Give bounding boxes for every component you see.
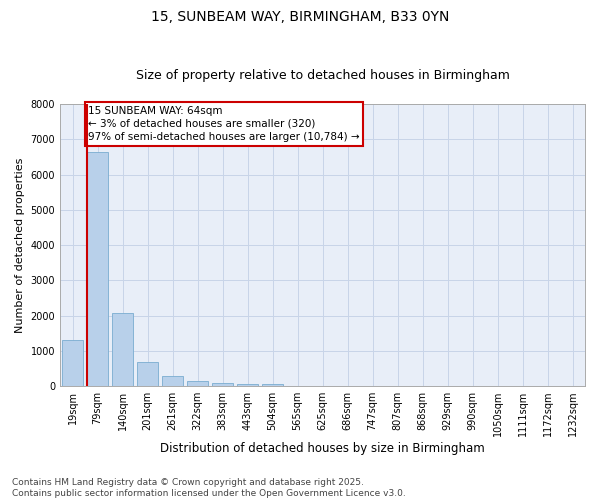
- Text: 15 SUNBEAM WAY: 64sqm
← 3% of detached houses are smaller (320)
97% of semi-deta: 15 SUNBEAM WAY: 64sqm ← 3% of detached h…: [88, 106, 360, 142]
- Bar: [112, 312, 133, 386]
- Bar: [162, 376, 183, 386]
- Bar: [262, 384, 283, 386]
- Bar: [237, 384, 258, 386]
- Bar: [137, 362, 158, 386]
- Title: Size of property relative to detached houses in Birmingham: Size of property relative to detached ho…: [136, 69, 509, 82]
- Text: 15, SUNBEAM WAY, BIRMINGHAM, B33 0YN: 15, SUNBEAM WAY, BIRMINGHAM, B33 0YN: [151, 10, 449, 24]
- Bar: [62, 340, 83, 386]
- Bar: [212, 384, 233, 386]
- Y-axis label: Number of detached properties: Number of detached properties: [15, 158, 25, 332]
- Text: Contains HM Land Registry data © Crown copyright and database right 2025.
Contai: Contains HM Land Registry data © Crown c…: [12, 478, 406, 498]
- Bar: [87, 152, 108, 386]
- Bar: [187, 382, 208, 386]
- X-axis label: Distribution of detached houses by size in Birmingham: Distribution of detached houses by size …: [160, 442, 485, 455]
